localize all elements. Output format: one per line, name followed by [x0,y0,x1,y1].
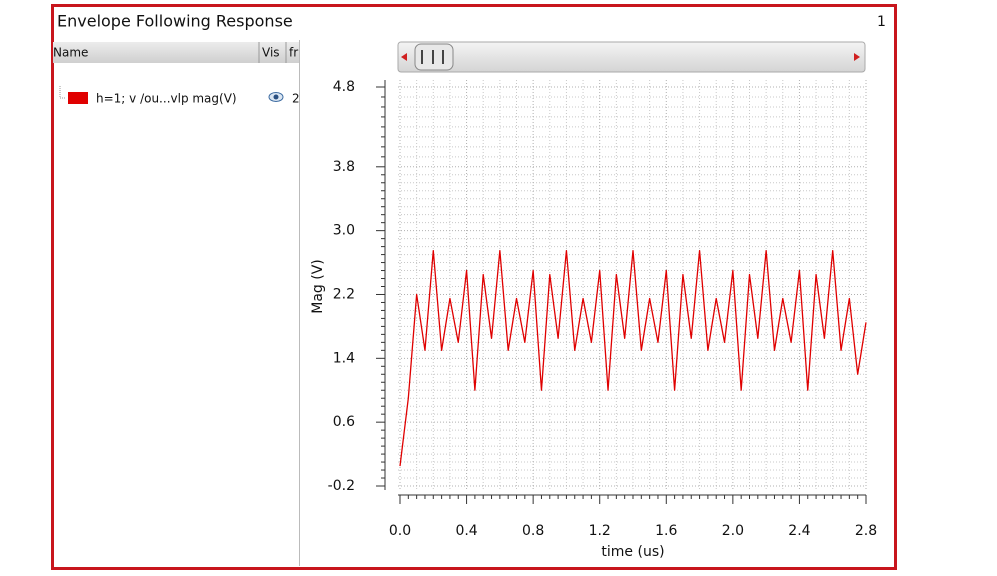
y-tick-label: 3.0 [333,223,355,239]
window-title: Envelope Following Response [57,12,293,31]
y-tick-label: 4.8 [333,79,355,95]
x-tick-label: 0.0 [389,523,411,539]
column-header[interactable]: Vis [262,46,280,60]
x-tick-label: 1.6 [655,523,677,539]
page-number[interactable]: 1 [877,14,886,30]
column-header[interactable]: fr [289,46,298,60]
y-tick-label: 0.6 [333,414,355,430]
x-tick-label: 0.4 [455,523,477,539]
x-axis-label: time (us) [601,544,664,560]
tree-panel: Name Vis fr h=1; v /ou...vlp mag(V) 2 [53,42,300,106]
y-axis-label: Mag (V) [310,259,326,314]
column-header[interactable]: Name [53,46,88,60]
x-tick-label: 2.0 [722,523,744,539]
tree-header [53,42,299,63]
y-tick-label: -0.2 [328,478,355,494]
trace-swatch [68,92,88,104]
scrollbar[interactable] [397,41,866,73]
plot: 0.0 0.4 0.8 1.2 1.6 2.0 2.4 2.8 -0.2 0.6 1.4 2.2 3.0… [310,79,877,560]
x-tick-label: 2.4 [788,523,810,539]
visibility-icon[interactable] [268,92,284,102]
y-tick-label: 2.2 [333,286,355,302]
trace-vis: 2 [292,92,300,106]
trace-line [399,249,867,467]
tree-connector [59,86,66,99]
y-tick-label: 3.8 [333,159,355,175]
x-tick-label: 2.8 [855,523,877,539]
x-tick-label: 0.8 [522,523,544,539]
trace-label[interactable]: h=1; v /ou...vlp mag(V) [96,92,237,106]
x-tick-label: 1.2 [589,523,611,539]
y-tick-label: 1.4 [333,350,355,366]
